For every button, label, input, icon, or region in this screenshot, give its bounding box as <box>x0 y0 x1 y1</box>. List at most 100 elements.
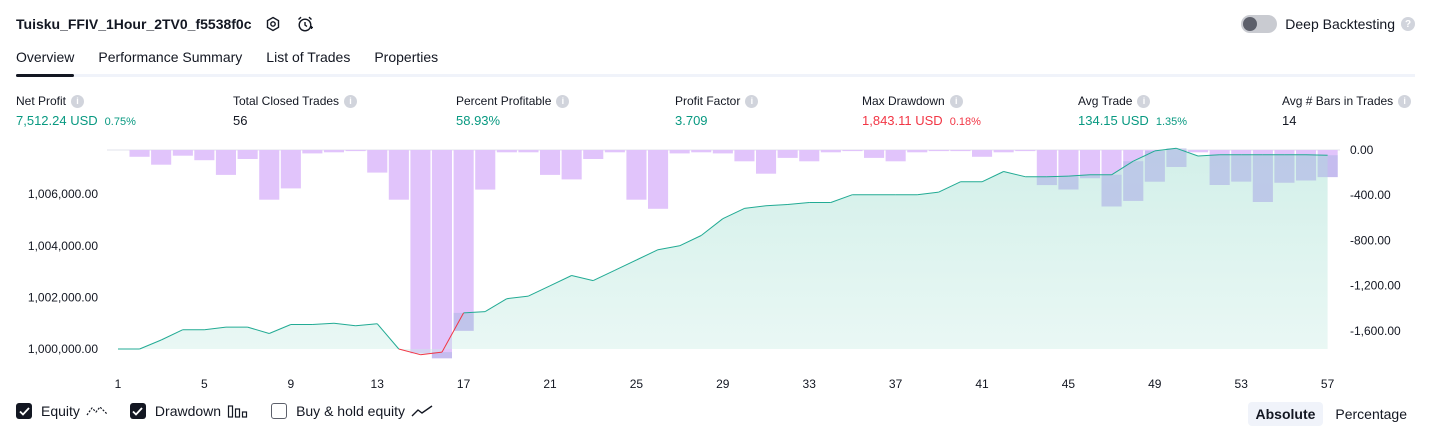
drawdown-bars-icon <box>227 404 249 418</box>
summary-stats: Net Profit i 7,512.24 USD 0.75% Total Clos… <box>16 94 1415 134</box>
stat-avg-bars: Avg # Bars in Trades i 14 <box>1282 94 1412 128</box>
stat-value: 7,512.24 USD <box>16 113 98 128</box>
info-icon[interactable]: i <box>344 94 358 108</box>
legend-buy-hold-label: Buy & hold equity <box>296 403 406 419</box>
drawdown-overlap <box>1209 154 1230 185</box>
stat-percent: 0.18% <box>949 116 981 128</box>
equity-line-segment <box>269 324 291 334</box>
drawdown-bar <box>1080 150 1101 179</box>
legend-drawdown-label: Drawdown <box>154 403 222 419</box>
equity-line-segment <box>679 235 702 247</box>
info-icon[interactable]: i <box>1137 94 1151 108</box>
help-icon[interactable]: ? <box>1401 17 1415 31</box>
equity-area <box>118 148 1328 355</box>
drawdown-overlap <box>1296 154 1317 181</box>
drawdown-bar <box>129 150 150 157</box>
tab-overview[interactable]: Overview <box>16 46 75 77</box>
x-axis-tick-label: 21 <box>543 377 557 391</box>
drawdown-bar <box>302 150 323 154</box>
alarm-clock-icon[interactable] <box>294 13 316 35</box>
equity-line-segment <box>376 323 400 350</box>
drawdown-checkbox[interactable] <box>129 403 146 419</box>
drawdown-bar <box>151 150 172 165</box>
drawdown-bar <box>280 150 301 189</box>
drawdown-bar <box>453 150 474 331</box>
drawdown-bar <box>1015 150 1036 152</box>
right-axis-tick-label: -1,600.00 <box>1350 324 1401 338</box>
equity-checkbox[interactable] <box>16 403 32 419</box>
equity-line-segment <box>657 245 680 251</box>
drawdown-bar <box>496 150 517 153</box>
stat-label: Percent Profitable <box>456 94 552 108</box>
equity-line-segment <box>1003 171 1026 178</box>
tab-list-of-trades[interactable]: List of Trades <box>266 49 351 65</box>
equity-line-segment <box>722 207 745 220</box>
x-axis-tick-label: 37 <box>889 377 903 391</box>
drawdown-bar <box>367 150 388 173</box>
left-axis-tick-label: 1,000,000.00 <box>28 342 98 356</box>
drawdown-bar <box>993 150 1014 153</box>
equity-line-segment <box>333 322 356 327</box>
legend-drawdown[interactable]: Drawdown <box>129 403 249 419</box>
x-axis-tick-label: 25 <box>630 377 644 391</box>
drawdown-bar <box>712 150 733 154</box>
tab-bar: Overview Performance Summary List of Tra… <box>16 46 1415 77</box>
equity-line-segment <box>917 191 939 196</box>
legend-equity[interactable]: Equity <box>16 403 108 419</box>
info-icon[interactable]: i <box>71 94 85 108</box>
equity-line-segment <box>1132 150 1156 162</box>
percentage-button[interactable]: Percentage <box>1335 406 1407 422</box>
equity-line-segment <box>1176 147 1199 157</box>
equity-line-segment <box>506 295 529 300</box>
legend-buy-hold[interactable]: Buy & hold equity <box>271 403 433 419</box>
info-icon[interactable]: i <box>949 94 963 108</box>
drawdown-bar <box>691 150 712 153</box>
drawdown-bar <box>1188 150 1209 153</box>
info-icon[interactable]: i <box>745 94 759 108</box>
info-icon[interactable]: i <box>1398 94 1412 108</box>
right-axis-tick-label: -1,200.00 <box>1350 279 1401 293</box>
equity-line-segment <box>636 249 659 261</box>
drawdown-bar <box>561 150 582 180</box>
stat-percent-profitable: Percent Profitable i 58.93% <box>456 94 570 128</box>
drawdown-bar <box>669 150 690 154</box>
drawdown-bar <box>259 150 280 200</box>
x-axis-tick-label: 57 <box>1321 377 1335 391</box>
stat-value: 134.15 USD <box>1078 113 1149 128</box>
equity-line-segment <box>744 205 767 209</box>
tab-performance-summary[interactable]: Performance Summary <box>98 49 243 65</box>
stat-label: Avg Trade <box>1078 94 1133 108</box>
equity-line-segment <box>571 275 594 282</box>
equity-line-segment <box>441 312 465 353</box>
buy-hold-checkbox[interactable] <box>271 403 288 419</box>
absolute-button[interactable]: Absolute <box>1247 402 1324 426</box>
deep-backtesting-toggle[interactable] <box>1241 15 1278 33</box>
settings-gear-icon[interactable] <box>262 13 284 35</box>
drawdown-bar <box>540 150 561 175</box>
x-axis-tick-label: 33 <box>803 377 817 391</box>
equity-line-segment <box>1305 154 1328 156</box>
drawdown-overlap <box>1101 174 1122 207</box>
right-axis-tick-label: -800.00 <box>1350 233 1391 247</box>
drawdown-bar <box>820 150 841 153</box>
stat-value: 58.93% <box>456 113 501 128</box>
x-axis-tick-label: 29 <box>716 377 730 391</box>
equity-line-segment <box>312 322 335 325</box>
equity-drawdown-chart[interactable]: 1,000,000.00 1,002,000.00 1,004,000.00 1,00… <box>0 140 1431 398</box>
drawdown-overlap <box>1231 154 1252 182</box>
drawdown-overlap <box>1252 154 1273 202</box>
drawdown-bar <box>475 150 496 190</box>
stat-label: Max Drawdown <box>862 94 945 108</box>
deep-backtesting: Deep Backtesting ? <box>1241 12 1415 36</box>
equity-line-segment <box>463 311 486 314</box>
equity-line-segment <box>938 181 961 193</box>
equity-line-segment <box>420 351 443 356</box>
left-axis-tick-label: 1,004,000.00 <box>28 239 98 253</box>
info-icon[interactable]: i <box>556 94 570 108</box>
stat-net-profit: Net Profit i 7,512.24 USD 0.75% <box>16 94 136 128</box>
x-axis-tick-label: 45 <box>1062 377 1076 391</box>
stat-label: Avg # Bars in Trades <box>1282 94 1394 108</box>
tab-properties[interactable]: Properties <box>374 49 439 65</box>
equity-line-segment <box>787 202 810 205</box>
drawdown-bar <box>172 150 193 156</box>
